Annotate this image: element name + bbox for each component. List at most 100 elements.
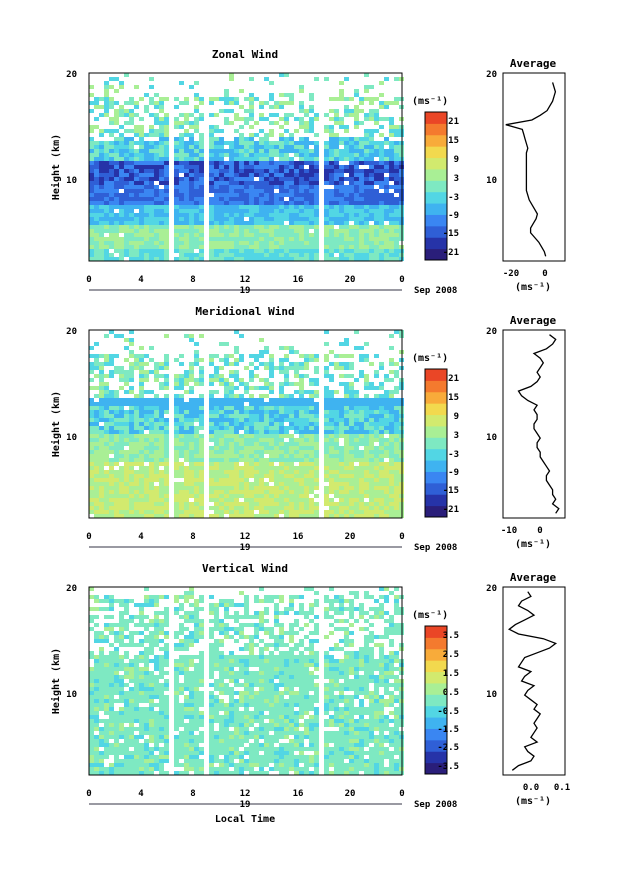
heatmap-cell [104,245,109,249]
heatmap-cell [224,141,229,145]
heatmap-cell [114,683,119,687]
heatmap-cell [334,193,339,197]
heatmap-cell [239,221,244,225]
heatmap-cell [384,209,389,213]
heatmap-cell [139,161,144,165]
colorbar-tick-label: -3 [448,193,459,203]
heatmap-cell [224,185,229,189]
heatmap-cell [179,394,184,398]
heatmap-cell [229,221,234,225]
heatmap-cell [159,217,164,221]
heatmap-cell [89,430,94,434]
heatmap-cell [89,193,94,197]
heatmap-cell [159,181,164,185]
heatmap-cell [139,719,144,723]
heatmap-cell [194,117,199,121]
heatmap-cell [229,249,234,253]
heatmap-cell [274,257,279,261]
heatmap-cell [394,237,399,241]
heatmap-cell [309,165,314,169]
heatmap-cell [89,221,94,225]
heatmap-cell [214,129,219,133]
heatmap-cell [114,675,119,679]
heatmap-cell [164,145,169,149]
heatmap-cell [389,161,394,165]
heatmap-cell [284,450,289,454]
heatmap-cell [164,153,169,157]
heatmap-cell [144,161,149,165]
heatmap-cell [269,217,274,221]
heatmap-cell [214,149,219,153]
heatmap-cell [389,418,394,422]
heatmap-cell [224,486,229,490]
heatmap-cell [394,189,399,193]
heatmap-cell [139,767,144,771]
heatmap-cell [209,213,214,217]
heatmap-cell [279,502,284,506]
heatmap-cell [354,470,359,474]
heatmap-cell [119,679,124,683]
heatmap-cell [214,366,219,370]
heatmap-cell [374,454,379,458]
heatmap-cell [124,253,129,257]
heatmap-cell [324,237,329,241]
heatmap-cell [184,169,189,173]
heatmap-cell [304,225,309,229]
heatmap-cell [174,229,179,233]
heatmap-cell [184,378,189,382]
heatmap-cell [129,739,134,743]
heatmap-cell [254,354,259,358]
heatmap-cell [379,149,384,153]
heatmap-cell [154,502,159,506]
chart-title: Vertical Wind [202,562,288,575]
heatmap-cell [109,225,114,229]
heatmap-cell [179,249,184,253]
heatmap-cell [189,454,194,458]
heatmap-cell [379,434,384,438]
heatmap-cell [384,410,389,414]
heatmap-cell [254,386,259,390]
heatmap-cell [129,711,134,715]
heatmap-cell [264,257,269,261]
heatmap-cell [154,201,159,205]
heatmap-cell [194,358,199,362]
heatmap-cell [249,498,254,502]
heatmap-cell [349,398,354,402]
heatmap-cell [109,603,114,607]
heatmap-cell [139,213,144,217]
heatmap-cell [139,358,144,362]
heatmap-cell [174,470,179,474]
heatmap-cell [174,486,179,490]
heatmap-cell [114,165,119,169]
heatmap-cell [209,165,214,169]
heatmap-cell [394,169,399,173]
heatmap-cell [179,181,184,185]
heatmap-cell [389,434,394,438]
heatmap-cell [354,494,359,498]
heatmap-cell [324,342,329,346]
heatmap-cell [149,390,154,394]
heatmap-cell [229,169,234,173]
heatmap-cell [299,225,304,229]
heatmap-cell [359,450,364,454]
heatmap-cell [199,145,204,149]
heatmap-cell [304,362,309,366]
heatmap-cell [379,462,384,466]
heatmap-cell [269,418,274,422]
heatmap-cell [264,406,269,410]
heatmap-cell [219,446,224,450]
heatmap-cell [309,514,314,518]
heatmap-cell [104,334,109,338]
heatmap-cell [129,113,134,117]
heatmap-cell [144,410,149,414]
heatmap-cell [104,177,109,181]
heatmap-cell [359,466,364,470]
heatmap-cell [229,177,234,181]
heatmap-cell [329,181,334,185]
heatmap-cell [94,502,99,506]
heatmap-cell [199,113,204,117]
heatmap-cell [184,165,189,169]
heatmap-cell [299,390,304,394]
heatmap-cell [104,707,109,711]
